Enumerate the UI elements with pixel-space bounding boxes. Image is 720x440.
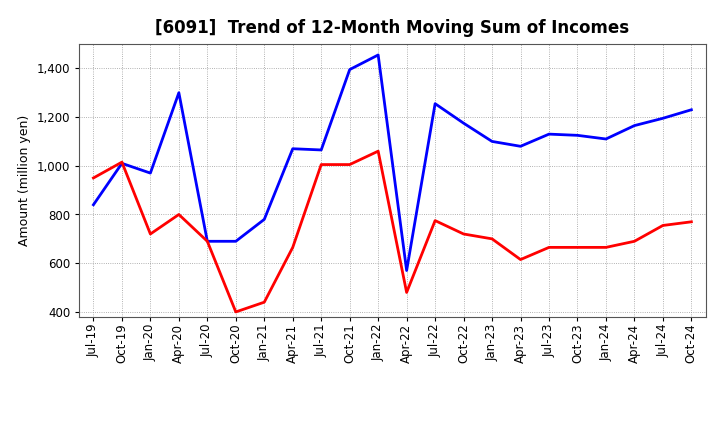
Ordinary Income xyxy=(573,133,582,138)
Ordinary Income xyxy=(374,52,382,58)
Net Income xyxy=(260,300,269,305)
Net Income xyxy=(346,162,354,167)
Ordinary Income xyxy=(117,161,126,166)
Ordinary Income xyxy=(203,238,212,244)
Ordinary Income xyxy=(659,116,667,121)
Y-axis label: Amount (million yen): Amount (million yen) xyxy=(18,115,31,246)
Net Income xyxy=(89,175,98,180)
Net Income xyxy=(203,238,212,244)
Net Income xyxy=(659,223,667,228)
Ordinary Income xyxy=(516,143,525,149)
Net Income xyxy=(174,212,183,217)
Net Income xyxy=(516,257,525,262)
Ordinary Income xyxy=(317,147,325,153)
Ordinary Income xyxy=(260,217,269,222)
Net Income xyxy=(602,245,611,250)
Net Income xyxy=(289,245,297,250)
Net Income xyxy=(146,231,155,237)
Ordinary Income xyxy=(687,107,696,112)
Ordinary Income xyxy=(459,121,468,126)
Ordinary Income xyxy=(402,268,411,273)
Net Income xyxy=(687,219,696,224)
Ordinary Income xyxy=(346,67,354,72)
Ordinary Income xyxy=(232,238,240,244)
Ordinary Income xyxy=(289,146,297,151)
Net Income xyxy=(573,245,582,250)
Net Income xyxy=(374,149,382,154)
Ordinary Income xyxy=(89,202,98,207)
Ordinary Income xyxy=(630,123,639,128)
Ordinary Income xyxy=(487,139,496,144)
Ordinary Income xyxy=(602,136,611,142)
Title: [6091]  Trend of 12-Month Moving Sum of Incomes: [6091] Trend of 12-Month Moving Sum of I… xyxy=(156,19,629,37)
Net Income xyxy=(459,231,468,237)
Net Income xyxy=(431,218,439,223)
Ordinary Income xyxy=(431,101,439,106)
Ordinary Income xyxy=(545,132,554,137)
Net Income xyxy=(487,236,496,242)
Net Income xyxy=(317,162,325,167)
Net Income xyxy=(402,290,411,295)
Net Income xyxy=(117,159,126,165)
Net Income xyxy=(232,309,240,315)
Ordinary Income xyxy=(174,90,183,95)
Net Income xyxy=(630,238,639,244)
Line: Net Income: Net Income xyxy=(94,151,691,312)
Ordinary Income xyxy=(146,170,155,176)
Net Income xyxy=(545,245,554,250)
Line: Ordinary Income: Ordinary Income xyxy=(94,55,691,271)
